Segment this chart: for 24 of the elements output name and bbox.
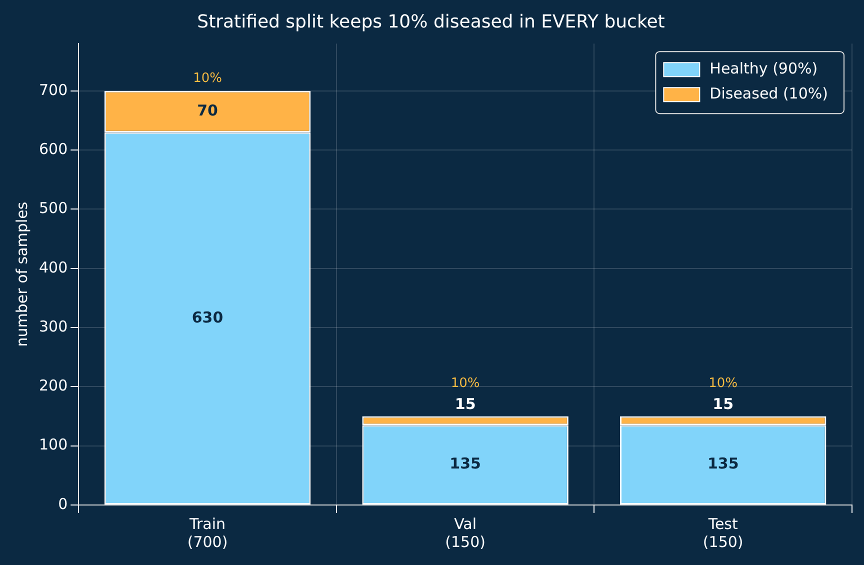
y-tick-label: 500 — [38, 199, 68, 218]
y-tick-label: 0 — [58, 494, 68, 513]
y-tick-label: 700 — [38, 80, 68, 99]
data-label: 630 — [192, 308, 224, 326]
y-tick-label: 400 — [38, 258, 68, 276]
legend-label: Diseased (10%) — [710, 84, 828, 102]
data-label: 15 — [712, 395, 734, 414]
y-axis-title: number of samples — [12, 202, 31, 347]
y-tick-label: 600 — [38, 140, 68, 158]
y-tick-label: 200 — [38, 376, 68, 395]
data-label: 15 — [454, 395, 476, 414]
data-label: 135 — [450, 454, 481, 473]
x-tick-label: Val (150) — [445, 514, 486, 551]
annotation: 10% — [193, 70, 222, 86]
legend-label: Healthy (90%) — [710, 59, 818, 78]
data-label: 135 — [707, 454, 739, 473]
data-label: 70 — [197, 102, 218, 120]
x-tick-label: Train (700) — [187, 514, 228, 551]
annotation: 10% — [450, 376, 480, 392]
y-tick-label: 100 — [38, 436, 68, 454]
x-tick-label: Test (150) — [702, 514, 744, 551]
y-tick-label: 300 — [38, 317, 68, 336]
chart-title: Stratified split keeps 10% diseased in EVERY bucket — [197, 11, 665, 32]
annotation: 10% — [708, 376, 738, 392]
